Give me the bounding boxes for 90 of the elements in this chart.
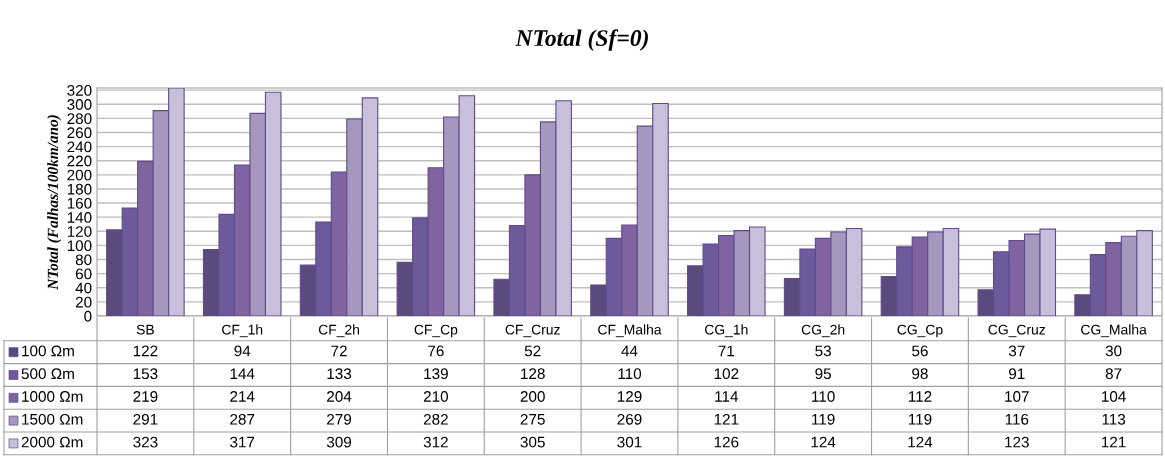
y-tick-label: 40 — [75, 282, 92, 294]
x-tick-label: CG_Cp — [897, 324, 943, 338]
y-tick-label: 260 — [67, 127, 92, 139]
x-tick-label: CF_Cruz — [505, 324, 560, 338]
x-tick-label: CG_2h — [801, 324, 845, 338]
y-tick-label: 200 — [67, 169, 92, 181]
y-tick-label: 60 — [75, 268, 92, 280]
y-tick-label: 320 — [67, 84, 92, 96]
data-label: 53 — [815, 345, 831, 357]
data-label: 44 — [621, 345, 638, 357]
data-label: 94 — [234, 345, 251, 357]
x-tick-label: SB — [136, 324, 154, 335]
data-label: 56 — [912, 345, 928, 357]
data-label: 126 — [714, 436, 739, 448]
data-label: 71 — [718, 345, 735, 357]
y-tick-label: 120 — [67, 226, 92, 237]
y-axis-title: NTotal (Falhas/100km/ano) — [47, 115, 62, 290]
y-tick-label: 20 — [75, 296, 92, 308]
data-label: 291 — [133, 413, 158, 425]
x-tick-label: CF_Cp — [414, 324, 458, 338]
y-tick-label: 220 — [67, 155, 92, 167]
data-label: 275 — [520, 413, 545, 425]
chart-title: NTotal (Sf=0) — [515, 29, 648, 51]
y-tick-label: 140 — [67, 212, 92, 223]
data-label: 269 — [617, 413, 642, 425]
x-tick-label: CG_Cruz — [988, 324, 1046, 338]
legend-label: 1500 Ωm — [22, 413, 83, 425]
x-tick-label: CF_Malha — [598, 324, 662, 338]
data-label: 124 — [811, 436, 836, 448]
x-tick-label: CG_Malha — [1081, 324, 1147, 338]
data-label: 153 — [133, 368, 158, 380]
data-label: 144 — [230, 368, 255, 379]
data-label: 122 — [133, 345, 158, 357]
data-label: 210 — [423, 391, 449, 402]
data-label: 287 — [230, 413, 255, 425]
data-label: 119 — [812, 413, 835, 425]
data-label: 128 — [521, 368, 545, 380]
y-tick-label: 0 — [84, 310, 92, 322]
data-label: 279 — [327, 413, 352, 425]
x-tick-label: CF_1h — [222, 324, 263, 338]
data-label: 37 — [1008, 345, 1025, 357]
y-tick-label: 280 — [67, 113, 92, 125]
data-label: 95 — [815, 368, 831, 380]
data-label: 124 — [908, 436, 933, 448]
y-tick-label: 240 — [67, 141, 92, 153]
data-label: 98 — [912, 368, 928, 380]
y-tick-label: 160 — [67, 197, 92, 209]
data-label: 129 — [617, 391, 642, 402]
data-label: 87 — [1105, 368, 1122, 380]
data-label: 76 — [428, 345, 444, 357]
data-label: 123 — [1005, 436, 1029, 448]
data-label: 30 — [1105, 345, 1122, 357]
legend-label: 100 Ωm — [22, 345, 74, 357]
data-label: 301 — [617, 436, 642, 448]
data-label: 204 — [327, 391, 352, 402]
data-label: 312 — [423, 436, 448, 448]
data-label: 112 — [908, 391, 932, 402]
data-label: 110 — [812, 391, 835, 402]
data-label: 214 — [230, 391, 255, 402]
data-label: 200 — [520, 391, 545, 402]
data-label: 72 — [331, 345, 347, 357]
legend-label: 1000 Ωm — [22, 391, 83, 402]
x-tick-label: CF_2h — [318, 324, 359, 338]
data-label: 323 — [133, 436, 158, 448]
y-tick-label: 300 — [67, 99, 92, 110]
data-label: 282 — [423, 413, 448, 425]
data-label: 102 — [714, 368, 739, 380]
data-label: 119 — [908, 413, 932, 425]
data-label: 52 — [524, 345, 541, 357]
y-tick-label: 180 — [67, 183, 92, 195]
data-label: 305 — [520, 436, 545, 448]
data-label: 309 — [326, 436, 352, 448]
x-tick-label: CG_1h — [705, 324, 748, 338]
legend-label: 500 Ωm — [21, 368, 74, 380]
data-label: 133 — [327, 368, 352, 380]
data-label: 121 — [714, 413, 739, 425]
y-tick-label: 80 — [75, 254, 92, 266]
data-label: 104 — [1102, 391, 1126, 402]
data-label: 110 — [618, 368, 642, 380]
data-label: 139 — [424, 368, 448, 380]
legend-label: 2000 Ωm — [21, 436, 83, 448]
data-label: 113 — [1102, 413, 1126, 425]
data-label: 317 — [230, 436, 255, 448]
data-label: 121 — [1102, 436, 1126, 448]
data-label: 116 — [1005, 413, 1029, 425]
data-label: 219 — [133, 391, 158, 402]
data-label: 114 — [715, 391, 739, 402]
data-label: 107 — [1005, 391, 1029, 402]
y-tick-label: 100 — [67, 240, 92, 252]
data-label: 91 — [1008, 368, 1025, 380]
